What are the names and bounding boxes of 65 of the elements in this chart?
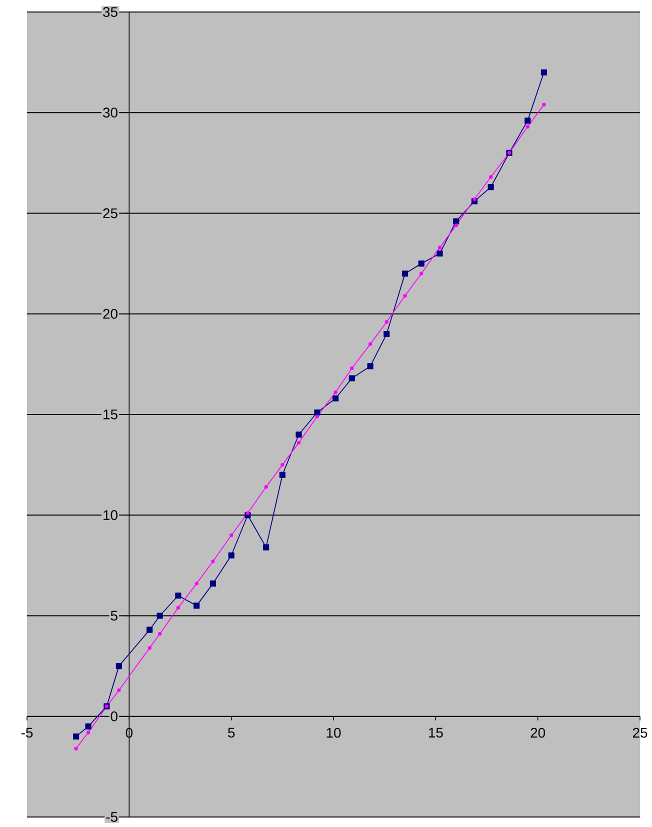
y-tick-label: 35: [103, 7, 118, 17]
point: [228, 552, 234, 558]
point: [334, 390, 338, 394]
x-tick-label: 25: [632, 728, 648, 738]
point: [524, 118, 531, 124]
point: [194, 582, 198, 586]
point: [194, 602, 200, 609]
point: [210, 580, 216, 587]
point: [368, 342, 372, 346]
point: [314, 409, 320, 416]
point: [146, 626, 153, 633]
x-tick-label: -5: [21, 728, 33, 738]
point: [403, 294, 407, 298]
y-tick-label: 25: [103, 208, 118, 218]
point: [489, 175, 493, 179]
point: [472, 197, 476, 202]
point: [264, 485, 268, 489]
point: [540, 69, 548, 76]
point: [158, 632, 162, 636]
point: [74, 746, 78, 750]
point: [176, 606, 180, 610]
point: [348, 375, 355, 382]
point: [296, 440, 301, 445]
point: [116, 663, 122, 670]
point: [526, 124, 530, 129]
x-tick-label: 15: [428, 728, 443, 738]
point: [542, 102, 546, 106]
point: [315, 414, 319, 418]
point: [175, 592, 182, 599]
y-tick-label: 15: [104, 410, 118, 420]
point: [73, 733, 80, 740]
point: [211, 560, 215, 564]
point: [246, 511, 250, 515]
point: [436, 250, 443, 257]
point: [332, 395, 339, 402]
point: [438, 246, 442, 250]
point: [384, 330, 390, 338]
point: [418, 260, 424, 267]
point: [402, 270, 408, 277]
point: [156, 612, 163, 619]
y-tick-label: 5: [110, 610, 118, 621]
point: [420, 272, 424, 276]
point: [85, 723, 92, 730]
point: [86, 730, 90, 734]
point: [453, 218, 460, 224]
point: [384, 320, 388, 324]
x-tick-label: 5: [228, 728, 235, 738]
point: [263, 544, 270, 550]
point: [229, 533, 234, 538]
y-tick-label: -5: [106, 812, 118, 822]
y-tick-label: 0: [110, 711, 118, 722]
point: [280, 462, 284, 467]
x-tick-label: 10: [326, 728, 341, 738]
point: [148, 646, 152, 650]
x-tick-label: 20: [530, 728, 546, 738]
y-tick-label: 20: [103, 308, 118, 319]
point: [454, 223, 458, 228]
point: [117, 688, 121, 692]
point: [488, 184, 494, 190]
y-tick-label: 30: [103, 108, 118, 118]
y-tick-label: 10: [104, 510, 118, 520]
point: [367, 363, 374, 370]
point: [350, 366, 354, 370]
point: [296, 432, 302, 438]
point: [279, 472, 286, 478]
